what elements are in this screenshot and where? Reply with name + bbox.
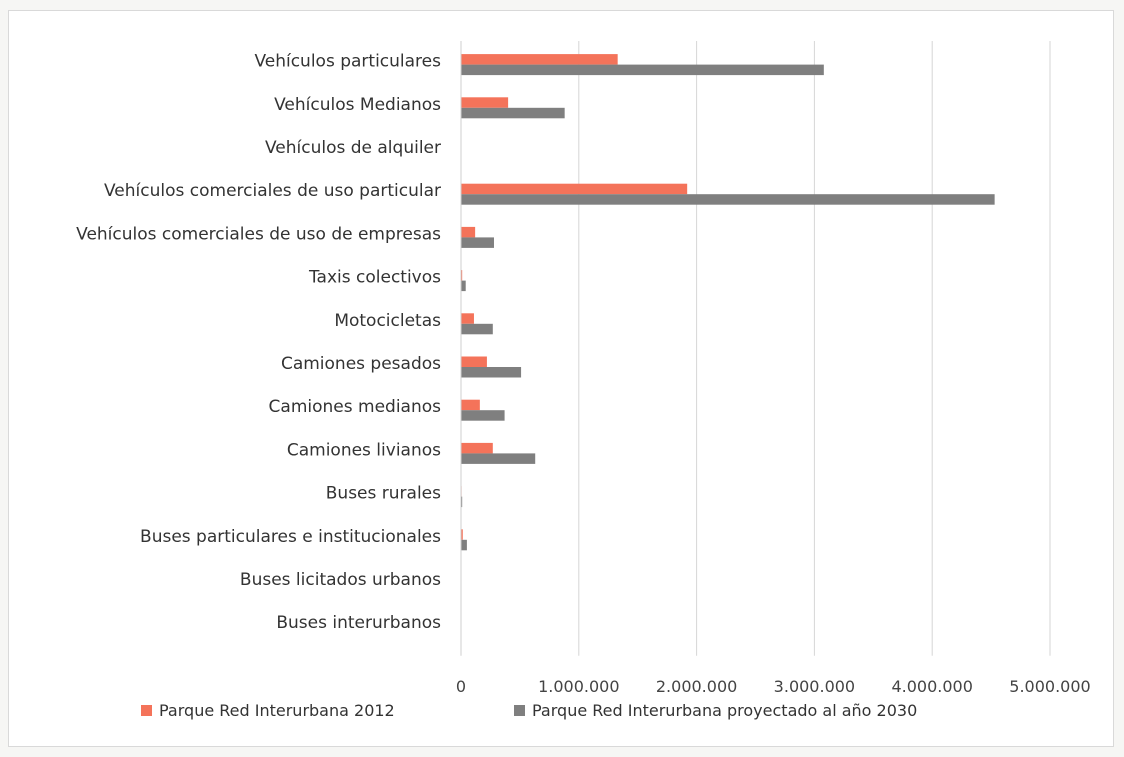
category-label: Buses rurales xyxy=(326,484,441,504)
category-label: Vehículos comerciales de uso particular xyxy=(104,181,441,201)
category-label: Camiones medianos xyxy=(269,397,442,417)
bar-2030 xyxy=(461,281,466,292)
category-label: Taxis colectivos xyxy=(308,268,441,288)
bar-2012 xyxy=(461,357,487,368)
category-label: Motocicletas xyxy=(334,311,441,331)
legend: Parque Red Interurbana 2012 Parque Red In… xyxy=(141,701,917,720)
bar-2012 xyxy=(461,227,475,238)
x-tick-label: 1.000.000 xyxy=(538,677,619,696)
bar-2012 xyxy=(461,54,618,65)
bar-2012 xyxy=(461,313,474,324)
x-tick-labels: 0 1.000.000 2.000.000 3.000.000 4.000.000 5.0… xyxy=(456,677,1091,696)
bar-2030 xyxy=(461,237,494,248)
category-label: Vehículos comerciales de uso de empresas xyxy=(76,224,441,244)
x-tick-label: 3.000.000 xyxy=(774,677,855,696)
legend-label: Parque Red Interurbana proyectado al año… xyxy=(532,701,917,720)
bar-2012 xyxy=(461,184,687,195)
bar-2030 xyxy=(461,540,467,551)
bar-2030 xyxy=(461,453,535,464)
legend-label: Parque Red Interurbana 2012 xyxy=(159,701,395,720)
legend-2030: Parque Red Interurbana proyectado al año… xyxy=(514,701,917,720)
category-label: Camiones livianos xyxy=(287,440,441,460)
bar-chart: Vehículos particulares Vehículos Medianos… xyxy=(9,11,1115,748)
bar-2012 xyxy=(461,400,480,411)
category-label: Buses particulares e institucionales xyxy=(140,527,441,547)
category-label: Camiones pesados xyxy=(281,354,441,374)
bar-2012 xyxy=(461,443,493,454)
category-label: Vehículos de alquiler xyxy=(265,138,441,158)
bar-2030 xyxy=(461,65,824,76)
x-tick-label: 5.000.000 xyxy=(1009,677,1090,696)
category-labels: Vehículos particulares Vehículos Medianos… xyxy=(76,52,441,634)
legend-swatch xyxy=(514,705,525,716)
category-label: Buses licitados urbanos xyxy=(240,570,441,590)
gridlines xyxy=(579,41,1050,656)
x-tick-label: 2.000.000 xyxy=(656,677,737,696)
bar-2030 xyxy=(461,108,565,119)
bar-2030 xyxy=(461,324,493,335)
bar-2030 xyxy=(461,367,521,378)
bars xyxy=(461,54,995,550)
chart-frame: Vehículos particulares Vehículos Medianos… xyxy=(8,10,1114,747)
legend-2012: Parque Red Interurbana 2012 xyxy=(141,701,395,720)
bar-2012 xyxy=(461,97,508,108)
legend-swatch xyxy=(141,705,152,716)
category-label: Vehículos Medianos xyxy=(274,95,441,115)
bar-2030 xyxy=(461,194,995,205)
x-tick-label: 4.000.000 xyxy=(891,677,972,696)
category-label: Buses interurbanos xyxy=(276,613,441,633)
category-label: Vehículos particulares xyxy=(254,52,441,72)
x-tick-label: 0 xyxy=(456,677,466,696)
bar-2030 xyxy=(461,410,505,421)
